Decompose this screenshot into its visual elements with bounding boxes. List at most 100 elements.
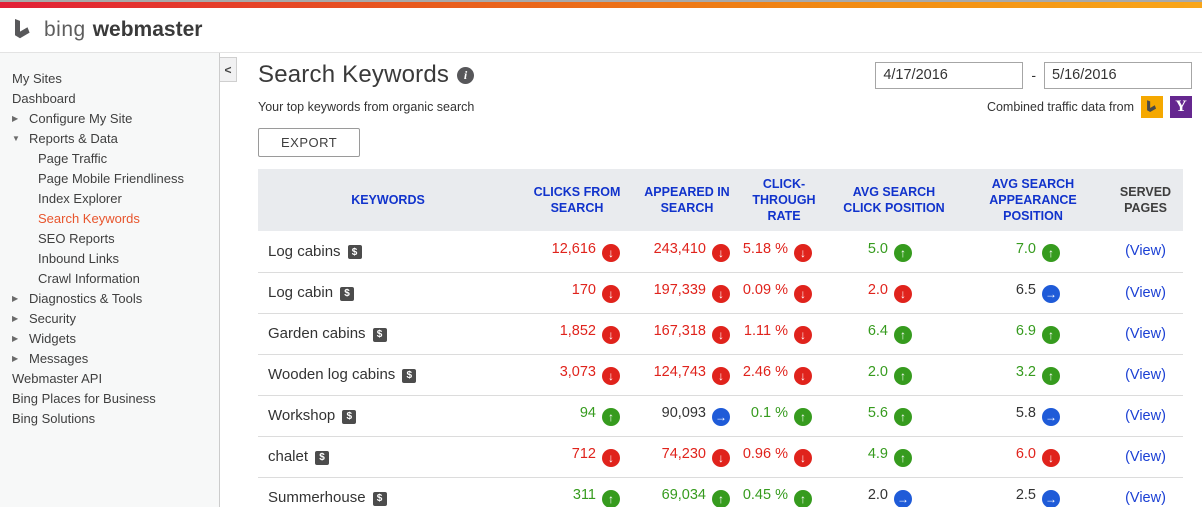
metric-value: 167,318 [653,323,706,339]
sidebar-item-page-traffic[interactable]: Page Traffic [0,148,219,168]
view-link[interactable]: (View) [1125,366,1166,383]
sidebar-item-reports-data[interactable]: ▼ Reports & Data [0,128,219,148]
metric-value: 0.96 % [742,446,788,462]
trend-up-icon: ↑ [894,367,912,385]
column-header-avg-search-click-position[interactable]: AVG SEARCH CLICK POSITION [843,184,945,215]
sidebar-item-security[interactable]: ▶ Security [0,308,219,328]
trend-up-icon: ↑ [1042,243,1060,262]
dollar-badge-icon: $ [347,245,362,260]
avg-search-appearance-position-cell: 6.0 ↓ [958,435,1108,477]
dollar-badge-icon: $ [372,491,387,506]
clicks-from-search-cell: 12,616 ↓ [518,231,636,272]
date-range: - [875,61,1192,89]
trend-up-icon: ↑ [894,449,912,467]
sidebar-item-my-sites[interactable]: My Sites [0,68,219,88]
expand-arrow-icon[interactable]: ▶ [12,113,19,123]
view-link[interactable]: (View) [1125,448,1166,465]
column-header-click-through-rate[interactable]: CLICK-THROUGH RATE [752,176,816,224]
trend-down-icon: ↓ [712,285,730,303]
sidebar-item-label: Messages [29,350,89,366]
clicks-from-search-cell: 170 ↓ [518,271,636,313]
view-link[interactable]: (View) [1125,407,1166,424]
view-link[interactable]: (View) [1125,243,1166,260]
avg-search-click-position-cell: 5.6 ↑ [830,394,958,436]
bing-traffic-icon [1141,96,1163,118]
sidebar-item-label: Crawl Information [38,270,140,286]
sidebar-item-index-explorer[interactable]: Index Explorer [0,188,219,208]
sidebar-item-seo-reports[interactable]: SEO Reports [0,228,219,248]
metric-value: 3,073 [559,364,596,380]
view-link[interactable]: (View) [1125,489,1166,506]
trend-down-icon: ↓ [602,367,620,385]
trend-down-icon: ↓ [1042,449,1060,467]
click-through-rate-cell: 0.96 % ↓ [738,435,830,477]
dollar-badge-icon: $ [340,286,355,301]
trend-up-icon: ↑ [794,408,812,426]
page-subtitle: Your top keywords from organic search [258,100,475,114]
export-button[interactable]: EXPORT [258,128,361,157]
trend-down-icon: ↓ [794,285,812,303]
view-link[interactable]: (View) [1125,325,1166,342]
column-header-clicks-from-search[interactable]: CLICKS FROM SEARCH [533,184,621,215]
appeared-in-search-cell: 197,339 ↓ [636,271,738,313]
sidebar-item-messages[interactable]: ▶ Messages [0,348,219,368]
view-link[interactable]: (View) [1125,284,1166,301]
sidebar-item-widgets[interactable]: ▶ Widgets [0,328,219,348]
sidebar-item-crawl-information[interactable]: Crawl Information [0,268,219,288]
column-header-appeared-in-search[interactable]: APPEARED IN SEARCH [644,184,730,215]
trend-up-icon: ↑ [894,408,912,426]
table-header-row: KEYWORDS CLICKS FROM SEARCH APPEARED IN SE… [258,169,1183,231]
keyword-label: Workshop [268,407,336,424]
sidebar-item-page-mobile-friendliness[interactable]: Page Mobile Friendliness [0,168,219,188]
metric-value: 311 [572,487,596,504]
sidebar-item-label: Reports & Data [29,130,118,146]
sidebar-item-bing-solutions[interactable]: Bing Solutions [0,408,219,428]
keyword-label: Wooden log cabins [268,366,396,383]
date-to-input[interactable] [1044,61,1192,89]
metric-value: 12,616 [551,240,596,257]
sidebar-item-dashboard[interactable]: Dashboard [0,88,219,108]
trend-up-icon: ↑ [602,408,620,426]
click-through-rate-cell: 5.18 % ↓ [738,231,830,272]
trend-down-icon: ↓ [794,243,812,262]
column-header-avg-search-appearance-position[interactable]: AVG SEARCH APPEARANCE POSITION [989,176,1077,224]
app-header: bing webmaster [0,8,1202,52]
metric-value: 124,743 [653,364,706,380]
avg-search-appearance-position-cell: 6.9 ↑ [958,312,1108,354]
info-icon[interactable]: i [457,66,475,84]
top-gradient-bar [0,0,1202,8]
metric-value: 0.1 % [750,405,788,421]
clicks-from-search-cell: 3,073 ↓ [518,353,636,395]
expand-arrow-icon[interactable]: ▶ [12,293,19,303]
expand-arrow-icon[interactable]: ▶ [12,353,19,363]
date-from-input[interactable] [875,61,1024,89]
avg-search-click-position-cell: 2.0 → [830,476,958,507]
sidebar-item-bing-places-for-business[interactable]: Bing Places for Business [0,388,219,408]
avg-search-click-position-cell: 5.0 ↑ [830,231,958,272]
metric-value: 69,034 [661,487,706,504]
clicks-from-search-cell: 94 ↑ [518,394,636,436]
sidebar-collapse-button[interactable]: < [220,57,237,82]
sidebar-item-inbound-links[interactable]: Inbound Links [0,248,219,268]
column-header-keywords[interactable]: KEYWORDS [351,192,425,207]
click-through-rate-cell: 1.11 % ↓ [738,312,830,354]
expand-arrow-icon[interactable]: ▶ [12,313,19,323]
avg-search-appearance-position-cell: 6.5 → [958,271,1108,313]
sidebar-item-search-keywords[interactable]: Search Keywords [0,208,219,228]
sidebar-item-diagnostics-tools[interactable]: ▶ Diagnostics & Tools [0,288,219,308]
expand-arrow-icon[interactable]: ▶ [12,333,19,343]
sidebar-item-webmaster-api[interactable]: Webmaster API [0,368,219,388]
metric-value: 5.0 [867,240,888,257]
trend-down-icon: ↓ [602,326,620,344]
keyword-label: Log cabins [268,242,341,260]
expand-arrow-icon[interactable]: ▼ [12,133,20,143]
metric-value: 6.0 [1015,446,1036,462]
table-row: chalet $ 712 ↓ 74,230 ↓ 0.96 % ↓ 4.9 ↑ 6.0 ↓ (… [258,435,1183,477]
appeared-in-search-cell: 74,230 ↓ [636,435,738,477]
sidebar-item-configure-my-site[interactable]: ▶ Configure My Site [0,108,219,128]
table-row: Workshop $ 94 ↑ 90,093 → 0.1 % ↑ 5.6 ↑ 5.8 → (… [258,394,1183,436]
metric-value: 2.0 [867,282,888,298]
trend-flat-icon: → [894,490,912,507]
sidebar-item-label: Bing Places for Business [12,390,156,406]
trend-up-icon: ↑ [894,326,912,344]
